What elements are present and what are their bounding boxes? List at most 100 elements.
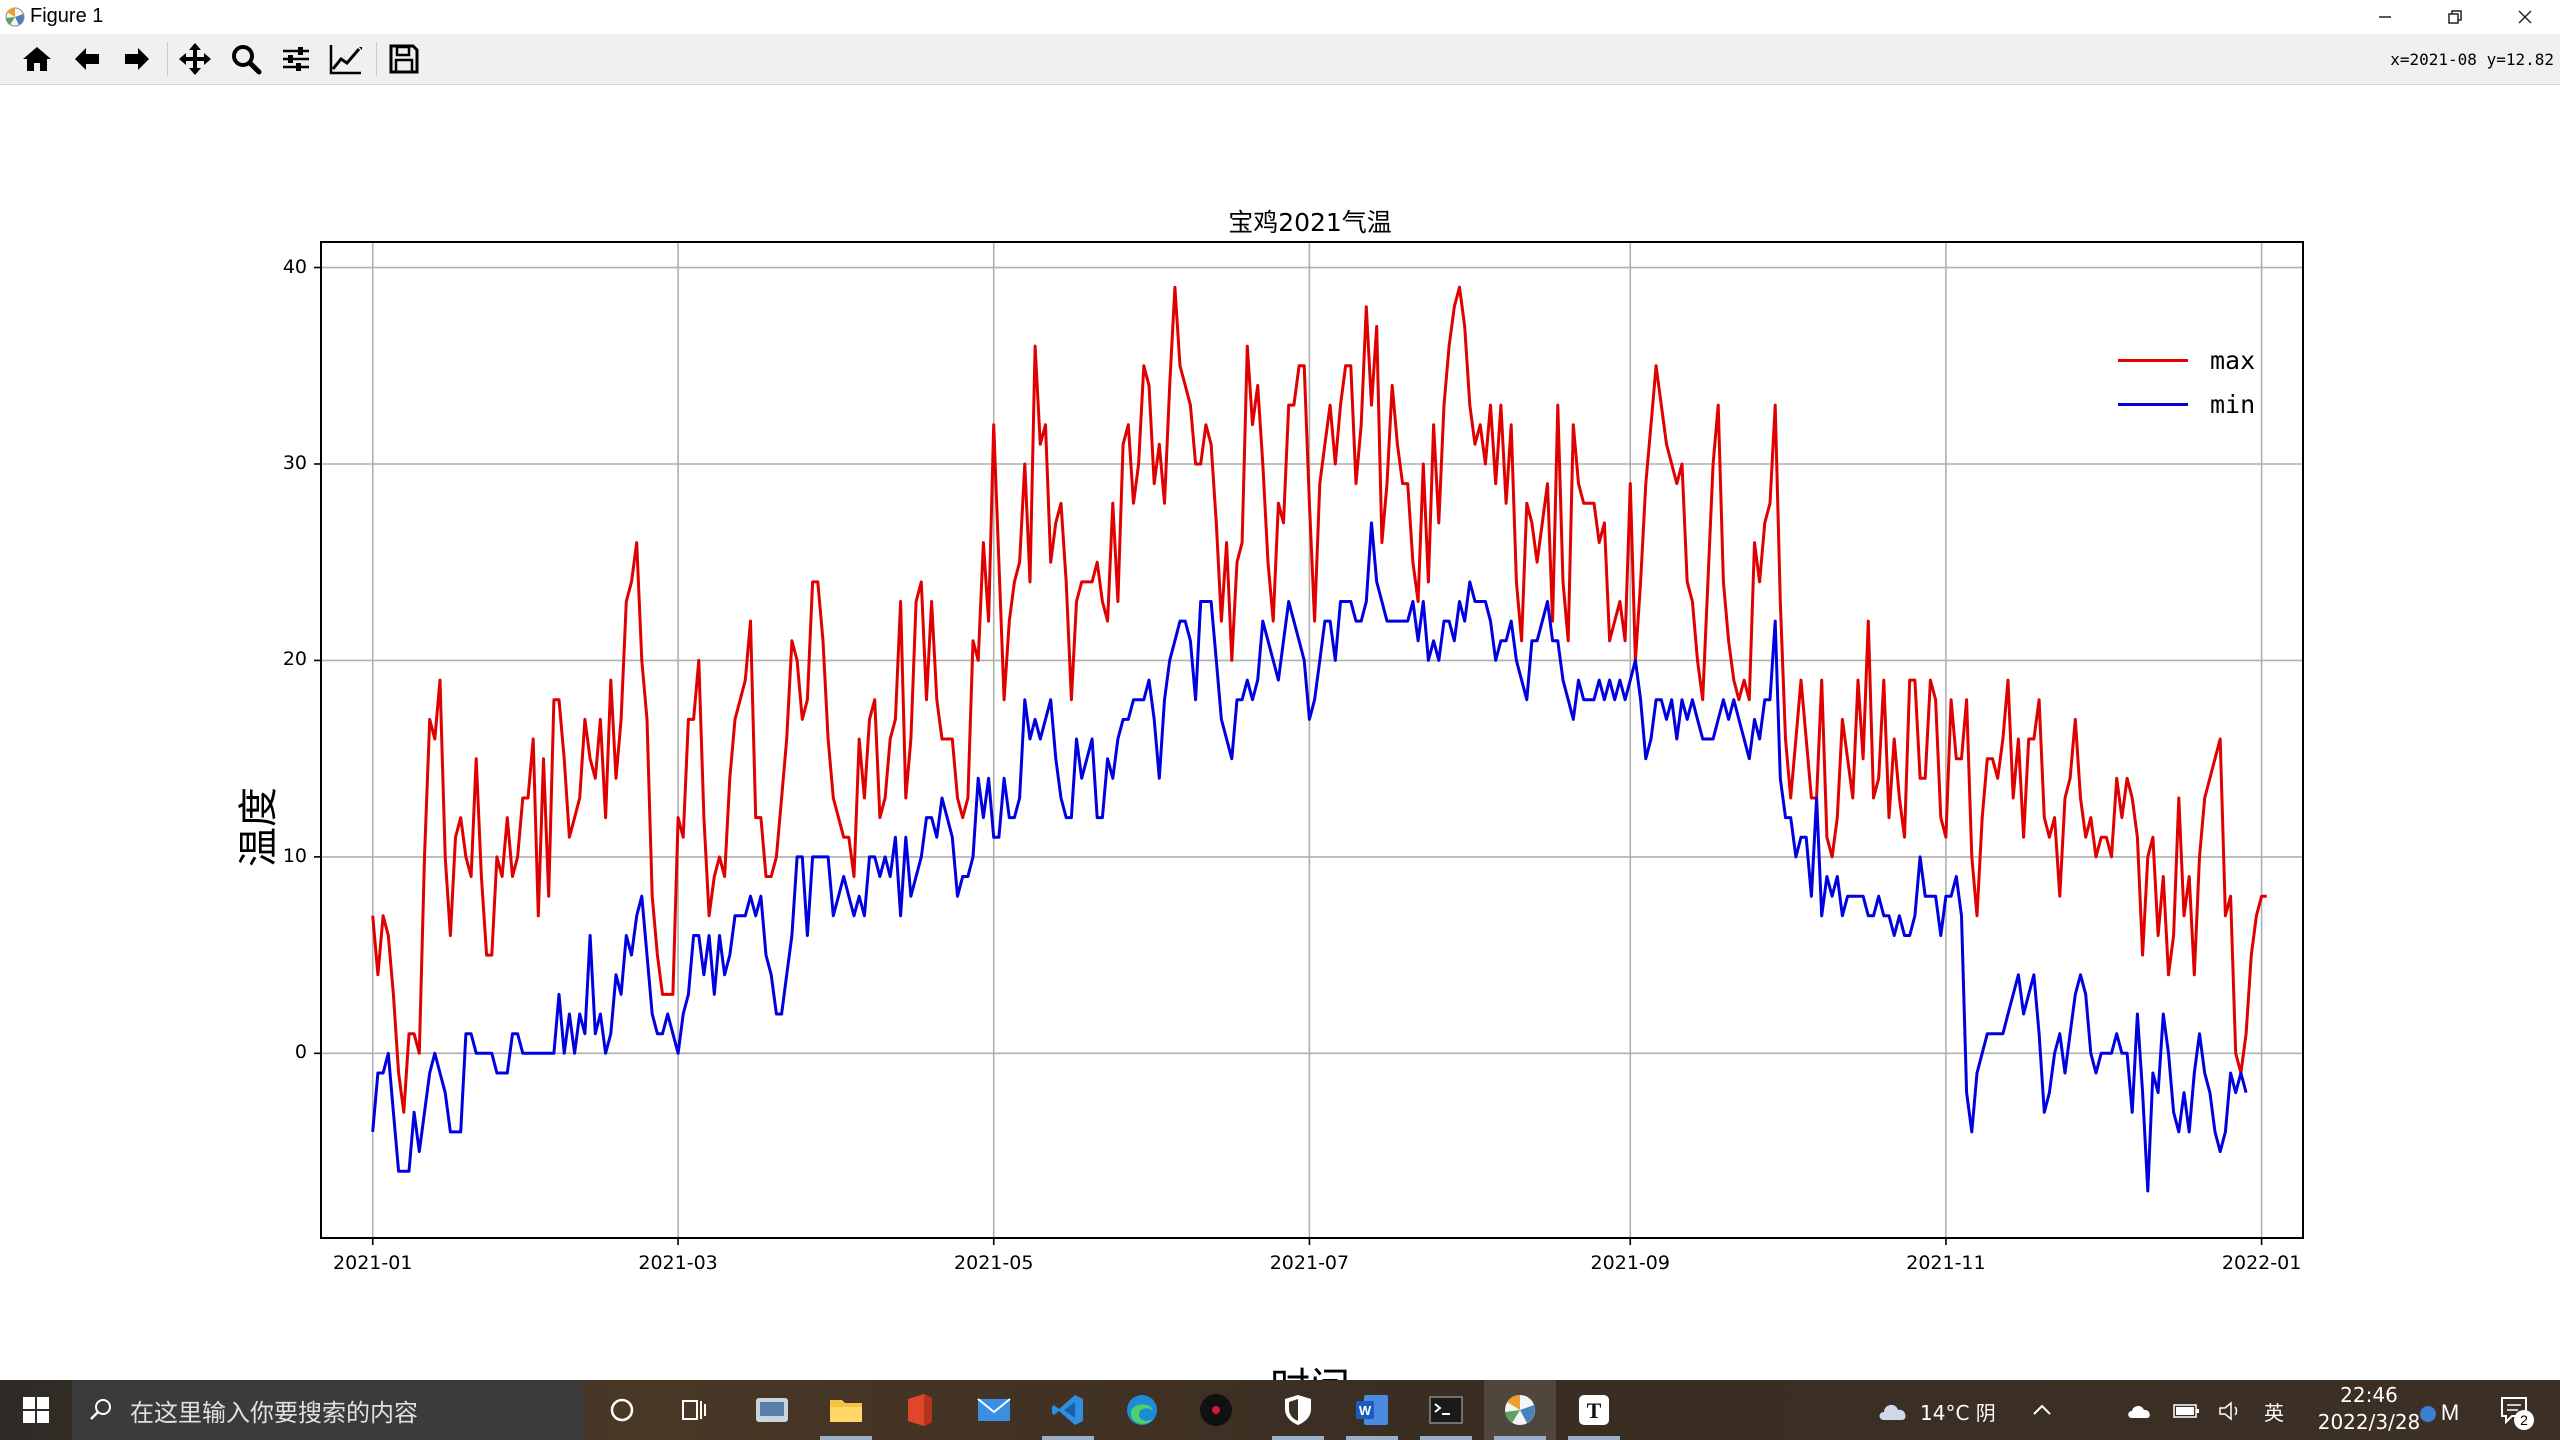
- onedrive-cloud-icon[interactable]: [2126, 1402, 2154, 1420]
- configure-subplots-button[interactable]: [276, 40, 316, 78]
- legend-label-max: max: [2210, 345, 2256, 375]
- x-tick-label: 2021-05: [954, 1252, 1034, 1274]
- running-indicator: [820, 1436, 872, 1440]
- pan-button[interactable]: [175, 40, 215, 78]
- x-tick-label: 2022-01: [2221, 1252, 2302, 1274]
- media-app-icon: [1200, 1394, 1232, 1426]
- terminal-icon: [1429, 1396, 1463, 1424]
- taskbar-app-office[interactable]: [884, 1380, 956, 1440]
- restore-button[interactable]: [2420, 0, 2490, 34]
- running-indicator: [1272, 1436, 1324, 1440]
- office-icon: [908, 1394, 932, 1426]
- save-icon: [389, 44, 419, 74]
- taskbar-app-media[interactable]: [1180, 1380, 1252, 1440]
- taskbar-app-file-explorer[interactable]: [810, 1380, 882, 1440]
- figure-app-icon: [5, 7, 25, 27]
- edge-icon: [1127, 1395, 1157, 1425]
- taskbar-app-mail[interactable]: [958, 1380, 1030, 1440]
- configure-subplots-icon: [283, 47, 309, 71]
- back-arrow-icon: [75, 48, 99, 70]
- weather-cloud-icon: [1879, 1404, 1906, 1420]
- taskbar-app-edge[interactable]: [1106, 1380, 1178, 1440]
- task-view-icon: [682, 1400, 706, 1420]
- y-tick-label: 10: [282, 844, 307, 867]
- cursor-coordinates: x=2021-08 y=12.82: [2390, 50, 2554, 69]
- taskbar-app-vscode[interactable]: [1032, 1380, 1104, 1440]
- window-title-bar: Figure 1: [0, 0, 2560, 34]
- series-line-min: [371, 521, 2248, 1193]
- zoom-icon: [232, 45, 262, 75]
- y-tick-label: 20: [282, 648, 307, 671]
- close-icon: [2518, 10, 2532, 24]
- cortana-button[interactable]: [586, 1380, 658, 1440]
- start-button[interactable]: [0, 1380, 72, 1440]
- volume-icon[interactable]: [2218, 1400, 2244, 1422]
- windows-taskbar: 在这里输入你要搜索的内容 W T: [0, 1380, 2560, 1440]
- running-indicator: [1042, 1436, 1094, 1440]
- toolbar-separator: [167, 42, 168, 76]
- window-title: Figure 1: [30, 5, 104, 27]
- svg-text:M: M: [2441, 1400, 2459, 1425]
- series-line-max: [371, 285, 2267, 1114]
- y-tick-label: 40: [282, 255, 307, 278]
- chart-title: 宝鸡2021气温: [1228, 208, 1392, 237]
- task-view-button[interactable]: [658, 1380, 730, 1440]
- taskbar-app-matplotlib[interactable]: [1484, 1380, 1556, 1440]
- word-icon: W: [1356, 1395, 1388, 1425]
- chevron-up-icon[interactable]: [2032, 1402, 2052, 1416]
- taskbar-search-box[interactable]: 在这里输入你要搜索的内容: [72, 1380, 584, 1440]
- running-indicator: [1346, 1436, 1398, 1440]
- y-tick-label: 0: [294, 1041, 307, 1064]
- windows-logo-icon: [23, 1397, 49, 1423]
- typora-icon: T: [1579, 1395, 1609, 1425]
- taskbar-app-security[interactable]: [1262, 1380, 1334, 1440]
- edit-axis-icon: [329, 45, 362, 75]
- y-tick-label: 30: [282, 451, 307, 474]
- svg-text:T: T: [1587, 1398, 1602, 1423]
- toolbar-separator: [376, 42, 377, 76]
- line-chart: [314, 241, 2304, 1245]
- vscode-icon: [1052, 1395, 1083, 1425]
- notification-icon[interactable]: [2500, 1396, 2532, 1426]
- back-button[interactable]: [67, 40, 107, 78]
- save-button[interactable]: [384, 40, 424, 78]
- taskbar-app-terminal[interactable]: [1410, 1380, 1482, 1440]
- axes-frame: [320, 241, 2304, 1239]
- restore-icon: [2448, 10, 2462, 24]
- notification-badge: 2: [2514, 1410, 2534, 1430]
- legend-swatch-max: [2118, 358, 2188, 362]
- clock-time[interactable]: 22:46: [2340, 1383, 2398, 1407]
- mail-icon: [977, 1398, 1011, 1421]
- x-tick-label: 2021-07: [1269, 1252, 1350, 1274]
- search-placeholder: 在这里输入你要搜索的内容: [130, 1398, 418, 1427]
- ime-indicator[interactable]: 英: [2264, 1401, 2284, 1425]
- legend-item-min: min: [2118, 389, 2255, 419]
- zoom-button[interactable]: [226, 40, 266, 78]
- svg-text:W: W: [1359, 1403, 1372, 1418]
- running-indicator: [1420, 1436, 1472, 1440]
- forward-arrow-icon: [125, 48, 149, 70]
- legend-label-min: min: [2210, 389, 2256, 419]
- taskbar-app-photos[interactable]: [736, 1380, 808, 1440]
- matplotlib-icon: [1505, 1394, 1535, 1425]
- weather-text[interactable]: 14°C 阴: [1920, 1401, 1996, 1425]
- minimize-button[interactable]: [2350, 0, 2420, 34]
- forward-button[interactable]: [117, 40, 157, 78]
- home-icon: [23, 47, 51, 71]
- legend: max min: [2118, 345, 2278, 435]
- app-tray-icon[interactable]: M: [2418, 1396, 2468, 1426]
- file-explorer-icon: [830, 1400, 862, 1422]
- taskbar-app-typora[interactable]: T: [1558, 1380, 1630, 1440]
- clock-date[interactable]: 2022/3/28: [2317, 1410, 2421, 1434]
- security-shield-icon: [1285, 1395, 1311, 1425]
- x-tick-label: 2021-11: [1906, 1252, 1986, 1274]
- pan-icon: [179, 43, 211, 75]
- edit-axis-button[interactable]: [326, 40, 366, 78]
- battery-icon[interactable]: [2172, 1402, 2200, 1420]
- running-indicator: [1568, 1436, 1620, 1440]
- taskbar-app-word[interactable]: W: [1336, 1380, 1408, 1440]
- search-icon: [90, 1399, 111, 1420]
- home-button[interactable]: [17, 40, 57, 78]
- close-button[interactable]: [2490, 0, 2560, 34]
